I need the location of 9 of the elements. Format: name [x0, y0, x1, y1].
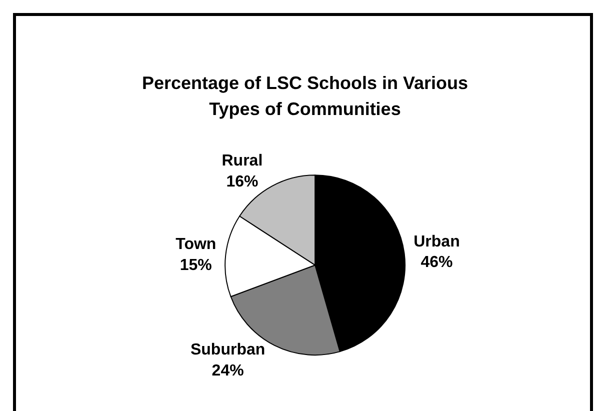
data-label: 46%: [420, 254, 453, 272]
slice-label: Town: [176, 236, 216, 254]
data-label: 15%: [180, 256, 212, 274]
chart-title: Percentage of LSC Schools in Various Types of Communities: [140, 72, 470, 121]
slice-label: Urban: [414, 233, 460, 250]
slice-label: Suburban: [190, 342, 266, 359]
data-label: 16%: [226, 173, 258, 190]
slice-label: Rural: [222, 152, 263, 170]
data-label: 24%: [212, 362, 244, 380]
